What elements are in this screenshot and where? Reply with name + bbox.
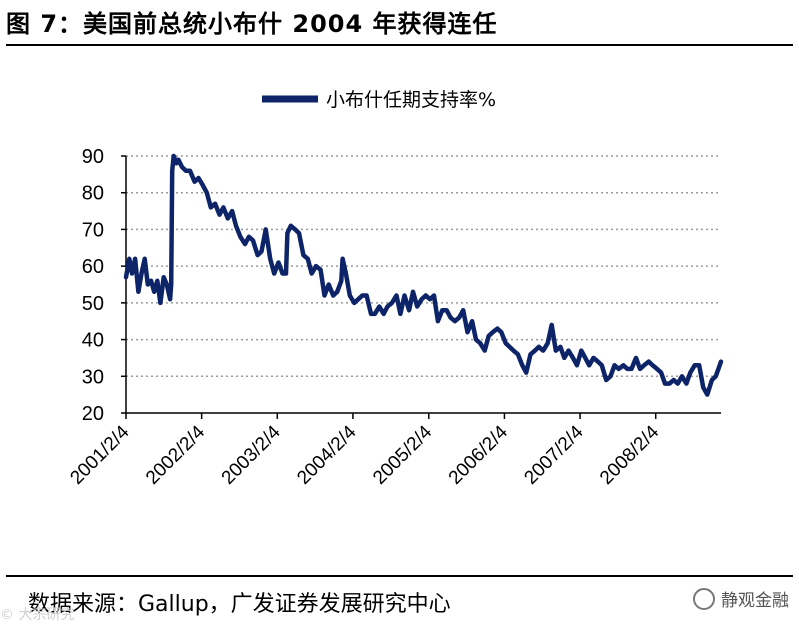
figure-title: 图 7：美国前总统小布什 2004 年获得连任 — [6, 10, 498, 38]
x-tick-2007/2/4: 2007/2/4 — [520, 421, 587, 488]
y-tick-70: 70 — [82, 219, 104, 241]
y-tick-20: 20 — [82, 403, 104, 425]
source-note: 数据来源：Gallup，广发证券发展研究中心 — [28, 592, 451, 617]
x-tick-2004/2/4: 2004/2/4 — [293, 421, 360, 488]
series-line-0 — [123, 153, 724, 397]
wechat-logo-icon — [693, 587, 715, 610]
x-tick-2005/2/4: 2005/2/4 — [369, 421, 436, 488]
y-tick-60: 60 — [82, 256, 104, 278]
watermark: 静观金融 — [693, 586, 789, 611]
top-rule — [6, 44, 793, 46]
axes — [121, 155, 721, 419]
corner-watermark: © 大宗研究 — [0, 607, 75, 623]
series-lines — [123, 153, 724, 397]
bottom-rule — [6, 575, 793, 577]
y-tick-30: 30 — [82, 366, 104, 388]
x-tick-2006/2/4: 2006/2/4 — [445, 421, 512, 488]
y-tick-50: 50 — [82, 293, 104, 315]
y-tick-90: 90 — [82, 146, 104, 168]
x-tick-labels: 2001/2/4 2002/2/4 2003/2/4 2004/2/4 2005/2/4… — [66, 421, 663, 488]
legend: 小布什任期支持率% — [262, 89, 496, 111]
x-tick-2002/2/4: 2002/2/4 — [142, 421, 209, 488]
y-tick-80: 80 — [82, 183, 104, 205]
grid-lines — [126, 155, 721, 378]
x-tick-2003/2/4: 2003/2/4 — [218, 421, 285, 488]
y-tick-labels: 20 30 40 50 60 70 80 90 — [82, 146, 104, 425]
legend-label: 小布什任期支持率% — [326, 89, 496, 111]
watermark-text: 静观金融 — [721, 591, 789, 611]
x-tick-2008/2/4: 2008/2/4 — [596, 421, 663, 488]
x-tick-2001/2/4: 2001/2/4 — [66, 421, 133, 488]
line-chart: 20 30 40 50 60 70 80 90 2001/2/4 2002/2/4 2003/2/… — [66, 89, 724, 489]
y-tick-40: 40 — [82, 330, 104, 352]
